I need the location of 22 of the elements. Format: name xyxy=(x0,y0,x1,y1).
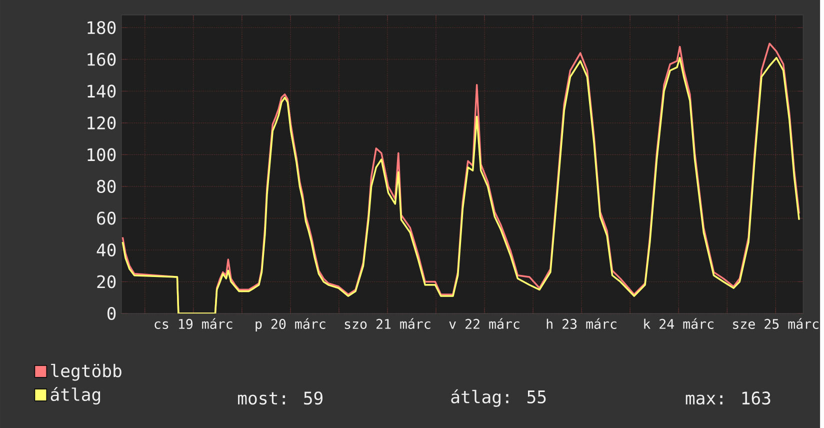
text: max: 163 xyxy=(686,392,770,405)
y-tick-label: 160 xyxy=(88,52,116,66)
y-tick-label: 140 xyxy=(88,84,116,98)
text: most: 59 xyxy=(238,392,322,405)
y-tick-label: 60 xyxy=(97,212,116,225)
y-tick-label: 180 xyxy=(88,21,116,34)
x-tick-label: p 20 márc xyxy=(256,318,326,332)
y-tick-label: 20 xyxy=(97,275,116,288)
x-tick-label: k 24 márc xyxy=(644,318,714,330)
x-tick-label: v 22 márc xyxy=(449,318,520,330)
y-tick-label: 80 xyxy=(97,180,116,194)
legend-label: átlag xyxy=(50,387,100,405)
x-tick-label: szo 21 márc xyxy=(344,318,430,330)
legend-label: legtöbb xyxy=(51,364,122,381)
x-tick-label: sze 25 márc xyxy=(733,318,818,330)
y-tick-label: 0 xyxy=(107,307,116,320)
y-tick-label: 40 xyxy=(96,243,116,257)
y-tick-label: 100 xyxy=(88,148,116,162)
x-tick-label: h 23 márc xyxy=(546,318,616,330)
x-tick-label: cs 19 márc xyxy=(154,318,232,330)
text: átlag: 55 xyxy=(451,389,546,407)
y-tick-label: 120 xyxy=(88,116,116,130)
